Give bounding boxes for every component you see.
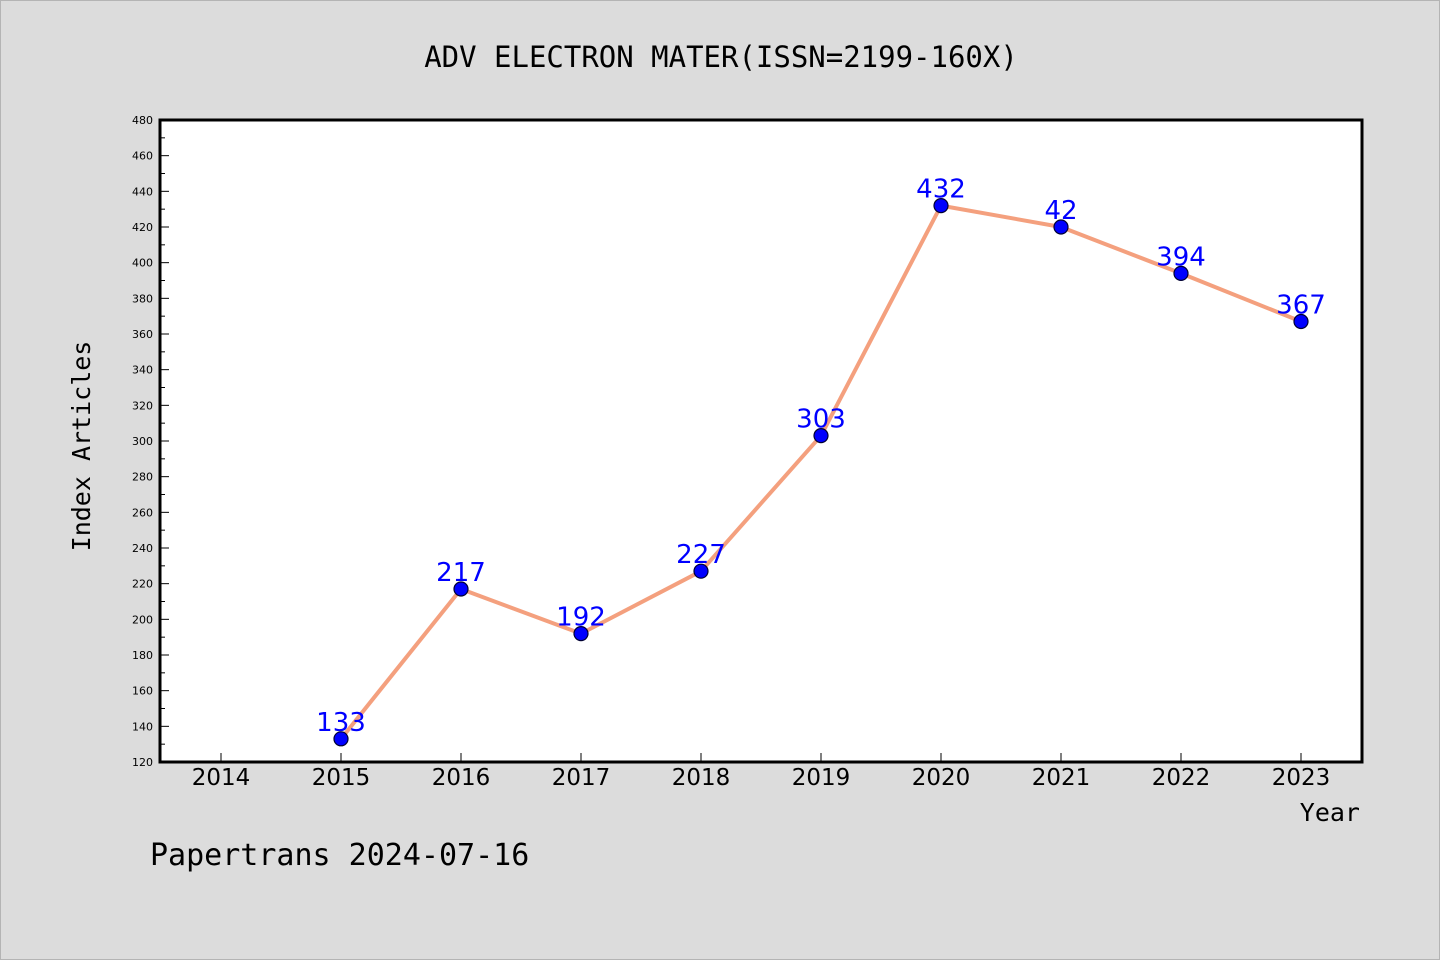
y-tick-label: 220 [132, 578, 153, 591]
y-tick-label: 340 [132, 364, 153, 377]
data-point [933, 198, 949, 214]
series-group: 133 217 192 227 303 432 42 394 367 [316, 175, 1326, 747]
x-tick-label: 2021 [1032, 765, 1091, 791]
y-tick-label: 380 [132, 292, 153, 305]
y-tick-label: 320 [132, 399, 153, 412]
footer-source-date: Papertrans 2024-07-16 [150, 838, 529, 873]
x-tick-label: 2019 [792, 765, 851, 791]
x-tick-label: 2016 [432, 765, 491, 791]
data-point [333, 731, 349, 747]
x-tick-label: 2018 [672, 765, 731, 791]
data-label: 432 [916, 175, 966, 205]
data-point [1173, 265, 1189, 281]
x-tick-label: 2017 [552, 765, 611, 791]
y-tick-label: 240 [132, 542, 153, 555]
x-tick-label: 2020 [912, 765, 971, 791]
y-tick-label: 260 [132, 506, 153, 519]
y-tick-label: 360 [132, 328, 153, 341]
x-tick-label: 2023 [1272, 765, 1331, 791]
data-label: 217 [436, 558, 486, 588]
y-tick-label: 460 [132, 150, 153, 163]
data-point [693, 563, 709, 579]
y-tick-label: 140 [132, 720, 153, 733]
data-label: 42 [1044, 196, 1077, 226]
y-tick-label: 180 [132, 649, 153, 662]
data-label: 303 [796, 405, 846, 435]
chart-title: ADV ELECTRON MATER(ISSN=2199-160X) [424, 40, 1018, 74]
y-tick-label: 420 [132, 221, 153, 234]
y-tick-label: 280 [132, 471, 153, 484]
data-label: 133 [316, 708, 366, 738]
x-axis: 2014 2015 2016 2017 2018 2019 2020 2021 2022 2023 [192, 753, 1331, 791]
y-tick-label: 120 [132, 756, 153, 769]
data-point [1053, 219, 1069, 235]
y-tick-label: 440 [132, 185, 153, 198]
data-label: 394 [1156, 242, 1206, 272]
y-tick-label: 480 [132, 114, 153, 127]
x-tick-label: 2014 [192, 765, 251, 791]
y-tick-label: 160 [132, 685, 153, 698]
data-label: 367 [1276, 291, 1326, 321]
data-label: 192 [556, 603, 606, 633]
data-point [573, 625, 589, 642]
y-tick-label: 200 [132, 613, 153, 626]
y-axis-title: Index Articles [67, 341, 96, 552]
data-point [813, 428, 829, 444]
plot-area [158, 118, 1364, 764]
y-tick-label: 400 [132, 257, 153, 270]
y-axis: 120 140 160 180 200 220 240 260 280 300 320 340 360 3… [132, 114, 169, 769]
data-point [453, 581, 469, 597]
x-tick-label: 2015 [312, 765, 371, 791]
y-tick-label: 300 [132, 435, 153, 448]
x-axis-title: Year [1300, 798, 1360, 827]
data-label: 227 [676, 540, 726, 570]
data-point [1293, 313, 1309, 330]
x-tick-label: 2022 [1152, 765, 1211, 791]
